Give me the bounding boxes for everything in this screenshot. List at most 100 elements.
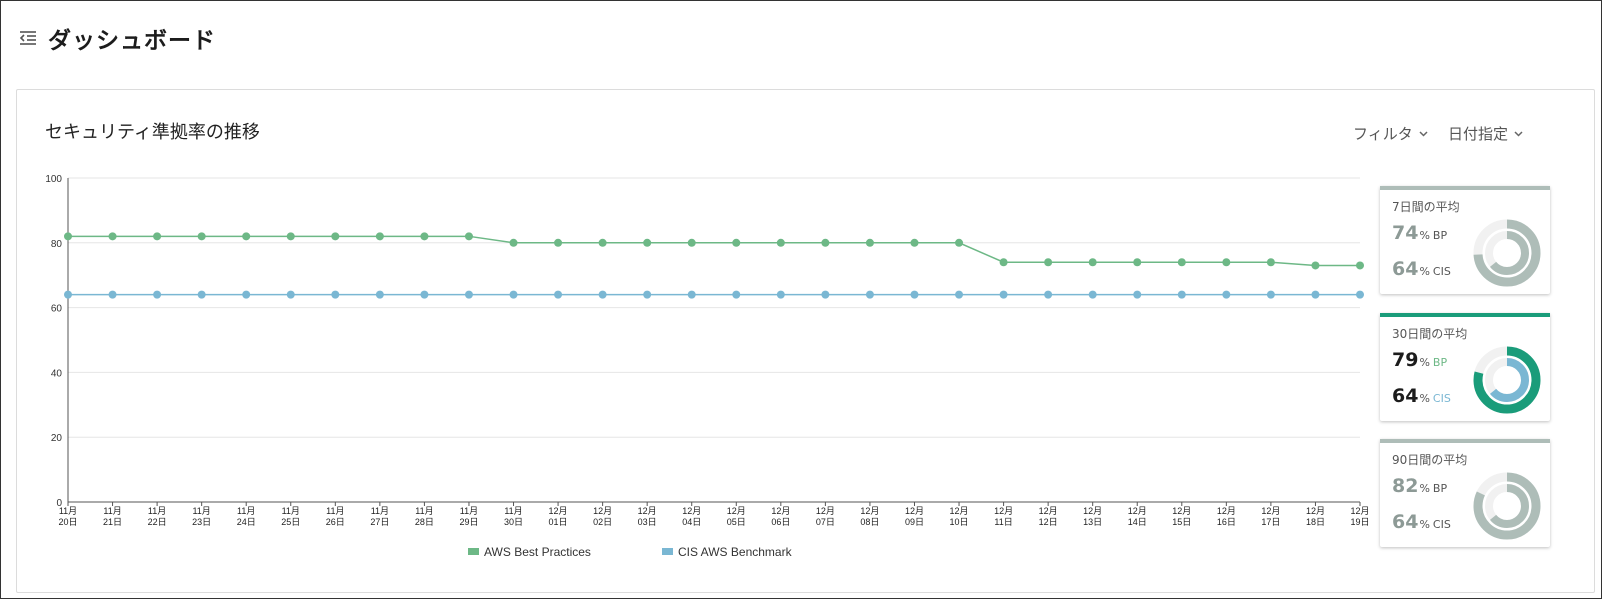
x-tick-label: 05日: [727, 517, 746, 527]
series-cis-aws-benchmark-point[interactable]: [955, 290, 964, 299]
bp-ring: [1473, 472, 1541, 540]
series-cis-aws-benchmark-point[interactable]: [242, 290, 251, 299]
series-cis-aws-benchmark-point[interactable]: [598, 290, 607, 299]
series-aws-best-practices-point[interactable]: [643, 238, 652, 247]
series-cis-aws-benchmark-point[interactable]: [910, 290, 919, 299]
x-tick-label: 11月: [371, 506, 389, 516]
series-cis-aws-benchmark-point[interactable]: [1088, 290, 1097, 299]
date-label: 日付指定: [1448, 125, 1509, 143]
series-cis-aws-benchmark-point[interactable]: [420, 290, 429, 299]
series-aws-best-practices-point[interactable]: [1177, 258, 1186, 267]
series-cis-aws-benchmark-point[interactable]: [865, 290, 874, 299]
series-aws-best-practices-point[interactable]: [1133, 258, 1142, 267]
series-cis-aws-benchmark-point[interactable]: [1222, 290, 1231, 299]
series-aws-best-practices-point[interactable]: [197, 232, 206, 241]
date-dropdown[interactable]: 日付指定: [1448, 123, 1523, 144]
series-aws-best-practices-point[interactable]: [554, 238, 563, 247]
percent-sign: %: [1419, 265, 1430, 278]
x-tick-label: 12月: [950, 506, 969, 516]
series-aws-best-practices-point[interactable]: [776, 238, 785, 247]
series-cis-aws-benchmark-point[interactable]: [1044, 290, 1053, 299]
series-cis-aws-benchmark-point[interactable]: [554, 290, 563, 299]
average-card[interactable]: 7日間の平均 74% BP 64% CIS: [1380, 186, 1550, 294]
series-cis-aws-benchmark-point[interactable]: [1311, 290, 1320, 299]
series-aws-best-practices-point[interactable]: [1088, 258, 1097, 267]
series-aws-best-practices-point[interactable]: [1044, 258, 1053, 267]
card-accent-bar: [1380, 186, 1550, 190]
series-cis-aws-benchmark-point[interactable]: [1266, 290, 1275, 299]
series-aws-best-practices-point[interactable]: [865, 238, 874, 247]
series-aws-best-practices-point[interactable]: [108, 232, 117, 241]
series-aws-best-practices-point[interactable]: [821, 238, 830, 247]
series-aws-best-practices-point[interactable]: [420, 232, 429, 241]
series-aws-best-practices-point[interactable]: [509, 238, 518, 247]
series-cis-aws-benchmark-point[interactable]: [732, 290, 741, 299]
series-cis-aws-benchmark-point[interactable]: [197, 290, 206, 299]
series-aws-best-practices-point[interactable]: [955, 238, 964, 247]
series-cis-aws-benchmark-point[interactable]: [64, 290, 72, 299]
series-cis-aws-benchmark-point[interactable]: [776, 290, 785, 299]
average-donut-chart: [1473, 472, 1541, 540]
x-tick-label: 29日: [459, 517, 478, 527]
cis-ring: [1485, 358, 1529, 402]
series-cis-aws-benchmark-point[interactable]: [375, 290, 384, 299]
series-cis-aws-benchmark-point[interactable]: [1356, 290, 1364, 299]
x-tick-label: 11月: [326, 506, 344, 516]
series-cis-aws-benchmark-point[interactable]: [1133, 290, 1142, 299]
percent-sign: %: [1419, 518, 1430, 531]
series-cis-aws-benchmark-point[interactable]: [153, 290, 162, 299]
percent-sign: %: [1419, 229, 1430, 242]
filter-dropdown[interactable]: フィルタ: [1353, 123, 1428, 144]
series-cis-aws-benchmark-point[interactable]: [1177, 290, 1186, 299]
series-aws-best-practices-point[interactable]: [732, 238, 741, 247]
x-tick-label: 12月: [1172, 506, 1191, 516]
x-tick-label: 12月: [593, 506, 612, 516]
series-cis-aws-benchmark-point[interactable]: [286, 290, 295, 299]
series-cis-aws-benchmark-point[interactable]: [687, 290, 696, 299]
series-aws-best-practices-point[interactable]: [910, 238, 919, 247]
series-cis-aws-benchmark-point[interactable]: [331, 290, 340, 299]
legend-label[interactable]: CIS AWS Benchmark: [678, 545, 793, 559]
x-tick-label: 16日: [1217, 517, 1236, 527]
cis-average: 64% CIS: [1392, 511, 1451, 533]
series-cis-aws-benchmark-point[interactable]: [643, 290, 652, 299]
series-aws-best-practices-point[interactable]: [153, 232, 162, 241]
series-aws-best-practices-point[interactable]: [598, 238, 607, 247]
average-card[interactable]: 90日間の平均 82% BP 64% CIS: [1380, 439, 1550, 547]
x-tick-label: 12月: [816, 506, 835, 516]
series-aws-best-practices-point[interactable]: [375, 232, 384, 241]
y-tick-label: 0: [56, 498, 62, 509]
average-card[interactable]: 30日間の平均 79% BP 64% CIS: [1380, 313, 1550, 421]
menu-collapse-icon[interactable]: [18, 28, 38, 48]
series-cis-aws-benchmark-point[interactable]: [999, 290, 1008, 299]
x-tick-label: 12月: [1128, 506, 1147, 516]
legend-label[interactable]: AWS Best Practices: [484, 545, 591, 559]
series-aws-best-practices-point[interactable]: [464, 232, 473, 241]
x-tick-label: 12月: [682, 506, 701, 516]
series-cis-aws-benchmark-point[interactable]: [464, 290, 473, 299]
series-aws-best-practices-point[interactable]: [1222, 258, 1231, 267]
series-aws-best-practices-point[interactable]: [286, 232, 295, 241]
series-aws-best-practices-point[interactable]: [687, 238, 696, 247]
series-cis-aws-benchmark-point[interactable]: [108, 290, 117, 299]
series-aws-best-practices-point[interactable]: [1266, 258, 1275, 267]
chevron-down-icon: [1514, 129, 1523, 138]
series-aws-best-practices-point[interactable]: [1356, 261, 1364, 270]
cis-average: 64% CIS: [1392, 258, 1451, 280]
x-tick-label: 11月: [282, 506, 300, 516]
series-aws-best-practices-point[interactable]: [64, 232, 72, 241]
bp-average: 82% BP: [1392, 475, 1447, 497]
average-donut-chart: [1473, 219, 1541, 287]
series-aws-best-practices-point[interactable]: [242, 232, 251, 241]
y-tick-label: 20: [51, 433, 63, 444]
cis-value: 64: [1392, 258, 1419, 280]
x-tick-label: 26日: [326, 517, 345, 527]
series-aws-best-practices-point[interactable]: [1311, 261, 1320, 270]
series-aws-best-practices-point[interactable]: [999, 258, 1008, 267]
series-aws-best-practices-point[interactable]: [331, 232, 340, 241]
series-cis-aws-benchmark-point[interactable]: [509, 290, 518, 299]
average-card-title: 30日間の平均: [1392, 327, 1468, 341]
cis-tag: CIS: [1432, 518, 1451, 531]
series-cis-aws-benchmark-point[interactable]: [821, 290, 830, 299]
